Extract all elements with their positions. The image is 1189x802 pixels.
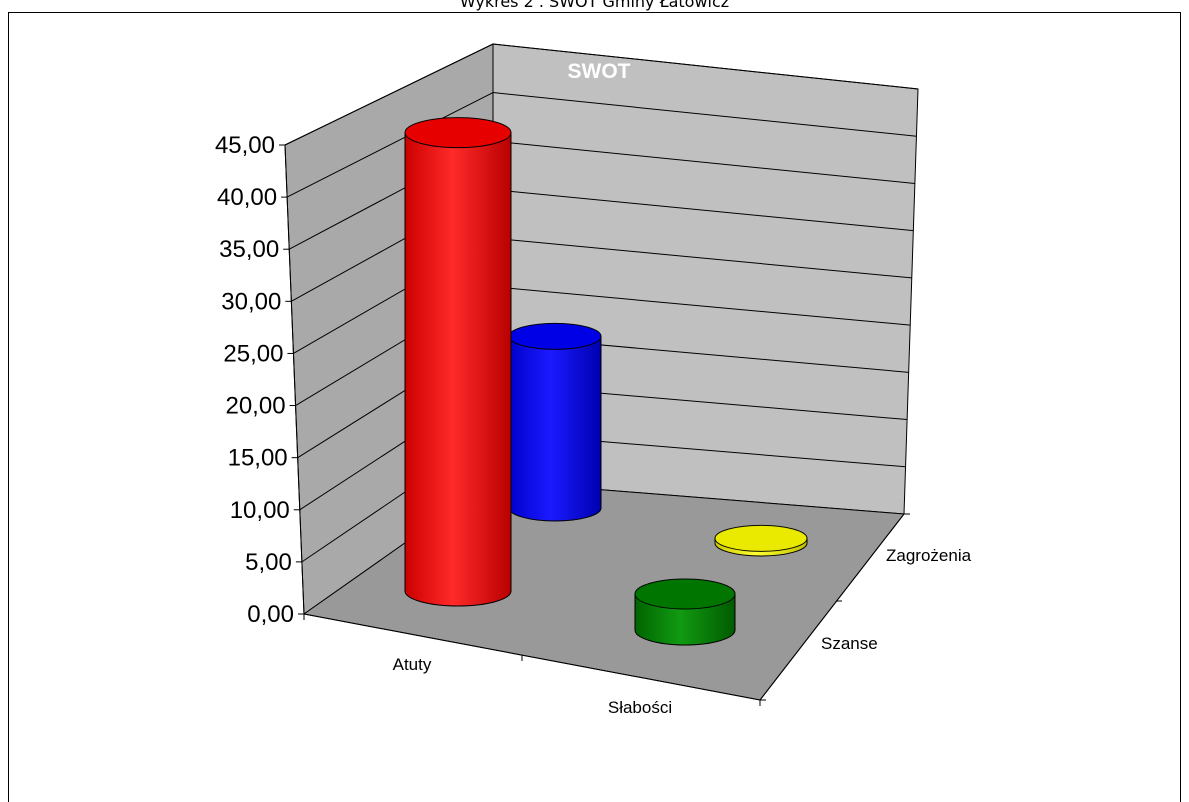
y-tick-label: 35,00	[219, 236, 279, 263]
depth-label-zagrozenia: Zagrożenia	[886, 546, 972, 565]
gridline-side	[286, 92, 494, 198]
x-label-slabosci: Słabości	[608, 698, 672, 717]
bar-slabosci-body	[508, 335, 602, 522]
gridline-back	[492, 189, 914, 232]
gridline-back	[492, 92, 917, 137]
bar-szanse-top	[634, 578, 736, 610]
axes	[284, 144, 905, 701]
gridline-back	[492, 286, 911, 326]
y-tick-label: 45,00	[215, 132, 275, 159]
bar-zagrozenia	[714, 524, 808, 557]
bar-szanse	[634, 578, 736, 646]
bar-szanse-top-shade	[635, 578, 735, 609]
y-axis-line	[284, 144, 305, 615]
chart-frame	[8, 12, 1181, 802]
bar-zagrozenia-top-shade	[715, 525, 807, 552]
gridline-back	[492, 237, 912, 279]
bar-zagrozenia-top	[714, 524, 808, 552]
gridline-side	[284, 43, 494, 146]
y-tick-label: 25,00	[223, 340, 283, 367]
bar-atuty-top	[404, 117, 512, 149]
chart-title: SWOT	[568, 60, 631, 83]
y-tick-label: 10,00	[230, 497, 290, 524]
bar-slabosci	[508, 322, 602, 522]
y-axis-ticks: 0,00 5,00 10,00 15,00 20,00 25,00 30,00 35,00 40…	[215, 132, 910, 706]
y-tick-label: 0,00	[247, 601, 294, 628]
y-tick-label: 30,00	[221, 288, 281, 315]
depth-axis-line	[759, 513, 905, 701]
bar-atuty-top-shade	[405, 117, 511, 148]
y-tick-label: 5,00	[245, 549, 292, 576]
depth-label-szanse: Szanse	[821, 634, 878, 653]
y-tick-label: 20,00	[225, 393, 285, 420]
y-tick-label: 15,00	[228, 445, 288, 472]
bar-slabosci-top-shade	[509, 323, 601, 350]
x-axis-line	[303, 613, 761, 701]
x-label-atuty: Atuty	[393, 655, 432, 674]
page-caption: Wykres 2 . SWOT Gminy Łatowicz	[459, 0, 730, 11]
bars	[404, 117, 808, 646]
gridline-back	[492, 140, 915, 184]
gridline-back	[492, 43, 919, 90]
bar-atuty	[404, 117, 512, 607]
bar-atuty-body	[404, 132, 512, 607]
y-tick-label: 40,00	[217, 184, 277, 211]
